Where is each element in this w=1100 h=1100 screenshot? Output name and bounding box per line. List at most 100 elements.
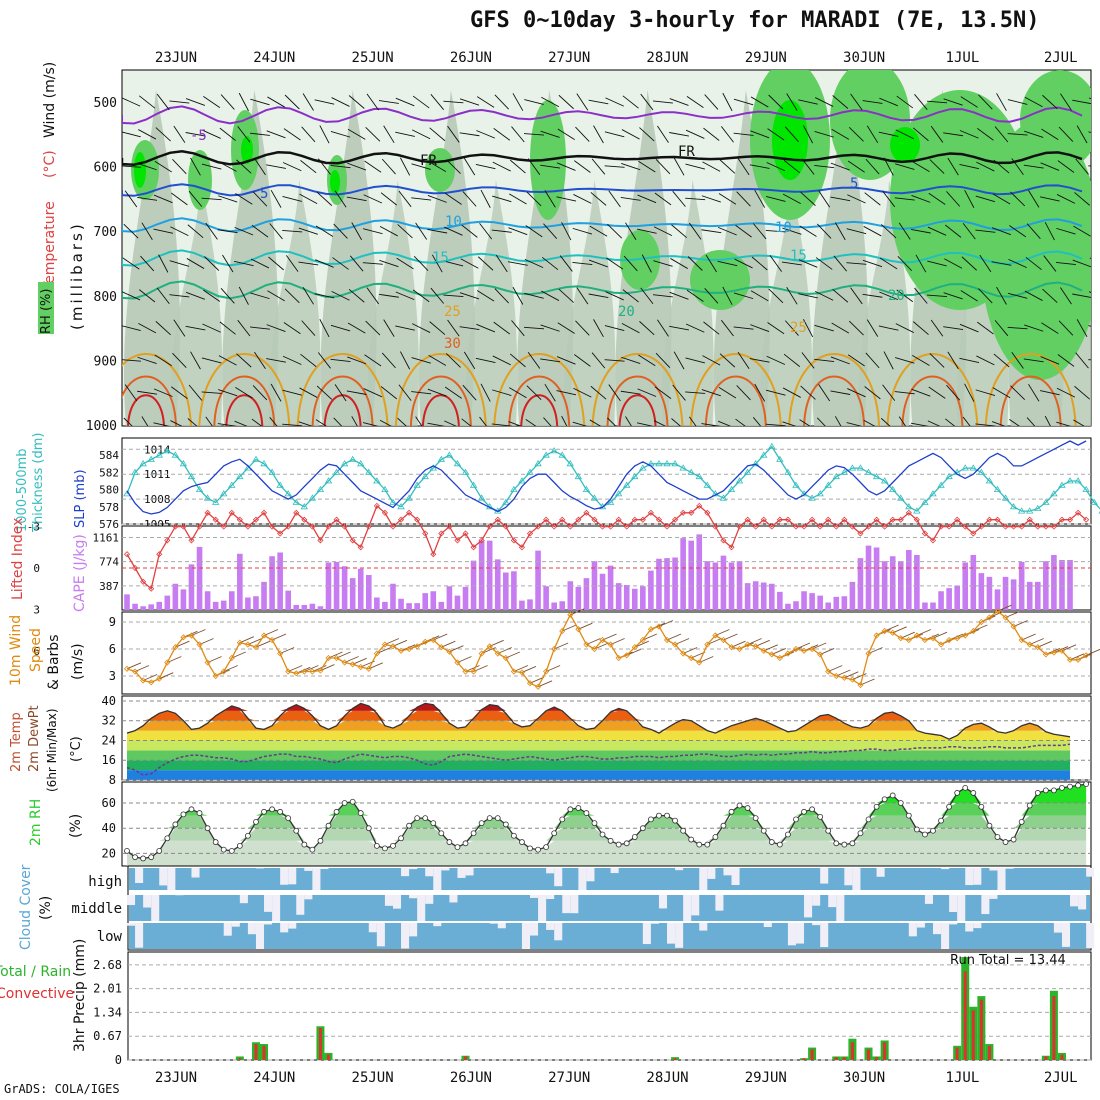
p1-ytick: 800 xyxy=(94,290,117,305)
wind-barb xyxy=(444,192,462,205)
rh2m-point xyxy=(510,832,517,839)
rh2m-point xyxy=(922,831,928,838)
thickness-point xyxy=(582,485,591,492)
lifted-index-point xyxy=(1058,516,1066,523)
wind10m-point xyxy=(397,647,405,654)
wind-barb xyxy=(396,257,414,270)
wind-barb xyxy=(526,191,542,207)
wind-barb xyxy=(962,223,976,240)
cloud-gap xyxy=(546,895,555,900)
cape-bar xyxy=(382,601,388,610)
rh2m-point xyxy=(325,822,332,829)
wind-barb xyxy=(283,128,301,141)
wind10m-point xyxy=(817,651,824,658)
isotherm-35 xyxy=(127,394,165,426)
wind-barb xyxy=(444,420,457,426)
rh2m-point xyxy=(462,840,469,847)
thickness-point xyxy=(469,481,478,488)
wind10m-barb xyxy=(562,624,577,632)
lifted-index-point xyxy=(365,523,372,530)
wind-barb xyxy=(412,95,430,109)
contour-label: 5 xyxy=(260,186,268,202)
wind-barb xyxy=(591,158,606,175)
rh-patch xyxy=(760,180,813,426)
wind-barb xyxy=(237,126,251,143)
wind10m-point xyxy=(583,641,590,648)
rh-patch xyxy=(320,90,377,426)
cape-bar xyxy=(261,581,267,610)
cape-bar xyxy=(720,555,727,610)
cape-bar xyxy=(390,583,396,610)
wind-barb xyxy=(621,356,641,364)
rh2m-point xyxy=(825,827,832,834)
wind-barb xyxy=(720,319,734,337)
wind10m-point xyxy=(744,641,751,648)
rh2m-point xyxy=(1026,802,1033,809)
rh2m-point xyxy=(1083,781,1090,787)
cape-bar xyxy=(841,596,848,610)
rh2m-point xyxy=(527,845,533,852)
wind-barb xyxy=(509,387,527,399)
wind-barb xyxy=(834,222,846,241)
wind-barb xyxy=(593,319,604,338)
wind-barb xyxy=(349,255,364,272)
wind-barb xyxy=(334,190,347,208)
wind-barb xyxy=(786,287,798,305)
cape-bar xyxy=(220,600,227,610)
rh2m-point xyxy=(897,800,904,806)
wind-barb xyxy=(673,157,685,176)
wind10m-barb xyxy=(723,633,738,641)
cloud-gap xyxy=(562,895,571,914)
wind10m-point xyxy=(317,667,324,674)
thickness-point xyxy=(977,468,986,475)
wind-barb xyxy=(430,287,445,304)
wind-barb xyxy=(364,354,382,367)
cloud-gap xyxy=(530,895,539,898)
wind-barb xyxy=(655,159,671,175)
thickness-point xyxy=(502,498,510,505)
cape-bar xyxy=(978,573,985,610)
wind10m-point xyxy=(252,644,260,651)
wind10m-barb xyxy=(884,624,899,632)
wind10m-point xyxy=(672,641,679,648)
wind-barb xyxy=(477,256,494,271)
wind-barb xyxy=(735,418,746,426)
wind-barb xyxy=(363,422,379,426)
wind-barb xyxy=(427,388,447,397)
wind10m-point xyxy=(156,675,163,682)
wind-barb xyxy=(526,385,542,401)
wind-barb xyxy=(882,190,896,208)
precip-conv-bar xyxy=(318,1028,322,1060)
wind-barb xyxy=(977,321,994,335)
wind-barb xyxy=(480,189,491,208)
wind-barb xyxy=(803,125,814,144)
wind-barb xyxy=(238,286,249,305)
wind-barb xyxy=(317,158,331,175)
cape-bar xyxy=(494,559,501,610)
p2-ylabel-thick2: Thickness (dm) xyxy=(31,433,46,533)
rh2m-point xyxy=(994,834,1001,840)
lifted-index-point xyxy=(663,523,671,530)
rh-bright-blob xyxy=(134,152,146,188)
precip-conv-bar xyxy=(1060,1054,1064,1060)
lifted-index-point xyxy=(728,544,735,551)
wind-barb xyxy=(975,229,996,233)
precip-conv-bar xyxy=(963,971,967,1060)
wind-barb xyxy=(880,224,897,239)
cloud-gap xyxy=(409,923,418,937)
p7-ylabel-2: (%) xyxy=(38,896,54,920)
wind10m-barb xyxy=(570,608,585,616)
thickness-point xyxy=(687,468,695,475)
rh2m-point xyxy=(261,808,267,815)
p3-ytick-left: -3 xyxy=(27,521,40,534)
p5-ytick: 16 xyxy=(102,753,116,767)
thickness-point xyxy=(365,468,373,475)
wind-barb xyxy=(830,356,850,365)
wind-barb xyxy=(235,386,253,399)
thickness-point xyxy=(1042,498,1050,505)
wind-barb xyxy=(1060,93,1072,111)
wind-barb xyxy=(704,288,719,304)
wind-barb xyxy=(750,324,770,333)
rh2m-point xyxy=(881,796,888,803)
wind-barb xyxy=(282,355,302,365)
